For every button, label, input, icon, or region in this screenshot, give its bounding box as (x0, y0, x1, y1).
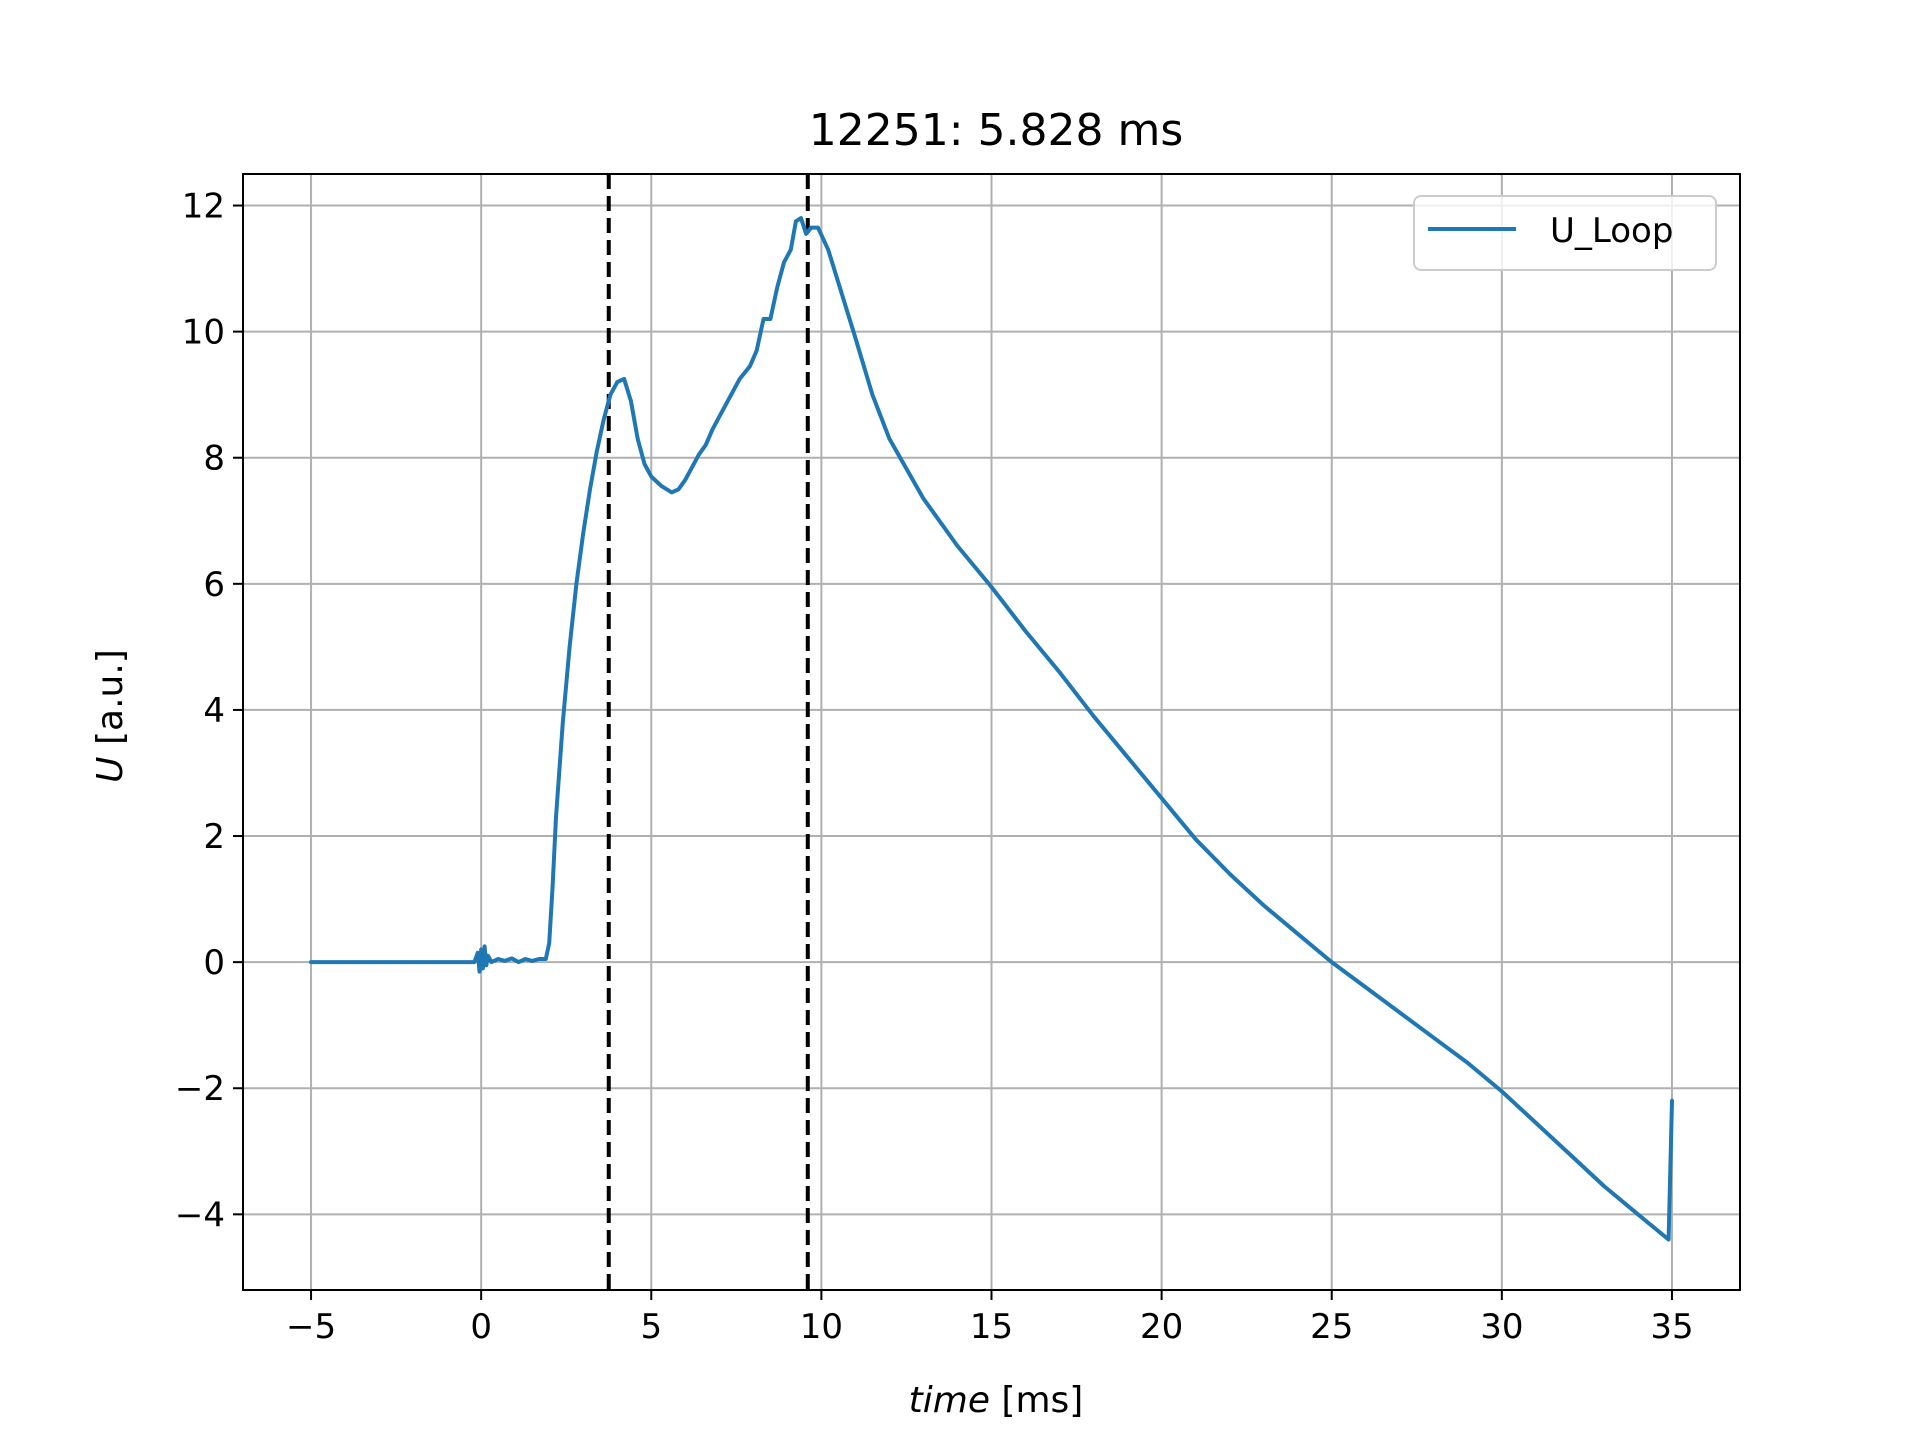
x-tick-label: 10 (800, 1307, 843, 1347)
x-tick-label: −5 (286, 1307, 336, 1347)
x-tick-label: 35 (1650, 1307, 1693, 1347)
x-tick-label: 15 (970, 1307, 1013, 1347)
legend: U_Loop (1413, 195, 1717, 271)
x-axis-label-italic: time (909, 1380, 990, 1421)
y-tick-label: 0 (203, 943, 225, 983)
series-line-u-loop (309, 216, 1674, 1242)
chart-title: 12251: 5.828 ms (809, 105, 1184, 156)
x-tick-label: 5 (640, 1307, 662, 1347)
x-tick-label: 30 (1480, 1307, 1523, 1347)
y-tick-label: 4 (203, 691, 225, 731)
y-tick-label: 10 (182, 313, 225, 353)
ticks: −5 0 5 10 15 20 25 30 35 −4 −2 0 2 4 6 8 10 12 (175, 187, 1694, 1347)
y-tick-label: 6 (203, 565, 225, 605)
x-axis-label-unit: [ms] (990, 1380, 1083, 1421)
x-tick-label: 0 (470, 1307, 492, 1347)
y-tick-label: 2 (203, 817, 225, 857)
legend-label: U_Loop (1550, 211, 1673, 251)
y-axis-label-unit: [a.u.] (90, 649, 131, 756)
y-tick-label: −2 (175, 1069, 225, 1109)
y-tick-label: 8 (203, 439, 225, 479)
x-tick-label: 25 (1310, 1307, 1353, 1347)
y-tick-label: −4 (175, 1195, 225, 1235)
x-axis-label: time [ms] (909, 1380, 1084, 1421)
grid (243, 174, 1740, 1290)
y-axis-label: U [a.u.] (90, 649, 131, 783)
legend-box (1413, 195, 1717, 271)
x-tick-label: 20 (1140, 1307, 1183, 1347)
series-layer (309, 216, 1674, 1242)
reference-lines (606, 174, 810, 1290)
y-axis-label-italic: U (90, 756, 131, 782)
y-tick-label: 12 (182, 187, 225, 227)
